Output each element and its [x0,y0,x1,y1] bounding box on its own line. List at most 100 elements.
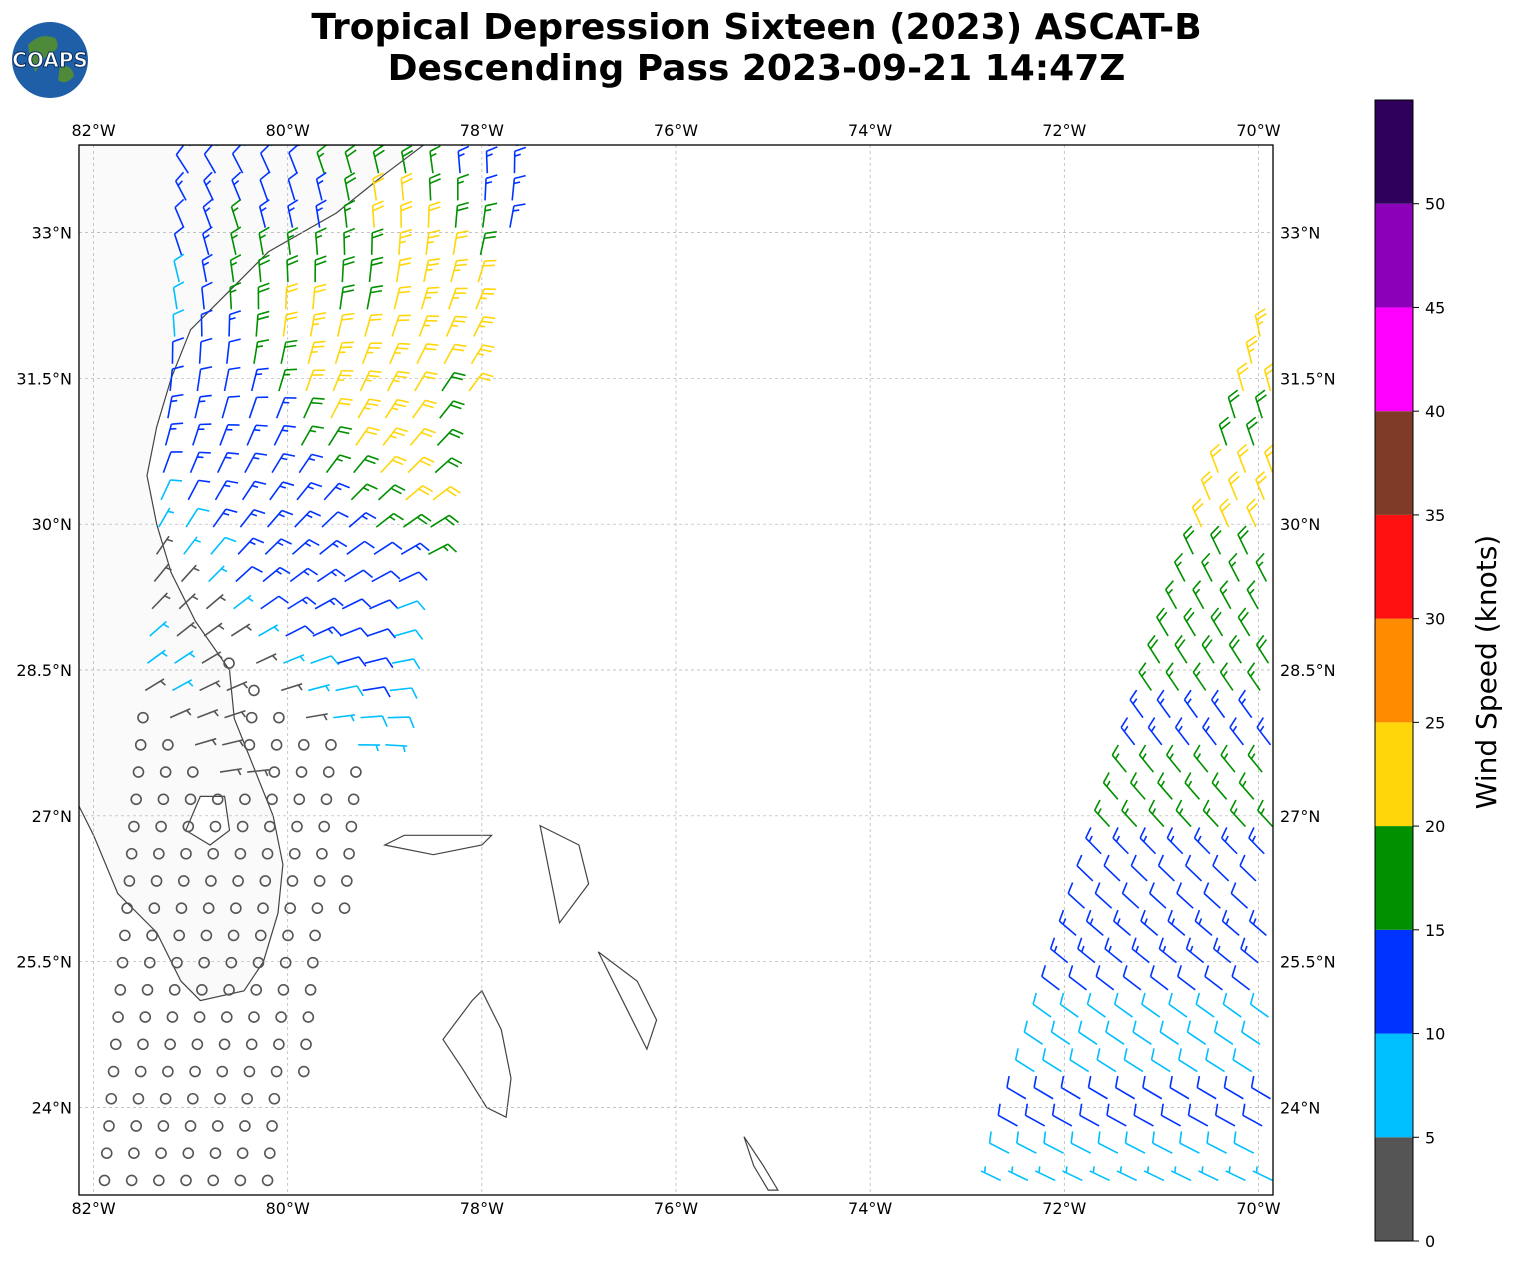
wind-barb [1238,689,1253,719]
wind-barb [1139,827,1157,855]
wind-barb [1049,937,1069,964]
wind-barb [457,173,470,201]
wind-barb [219,424,240,446]
wind-barb [259,875,272,887]
wind-barb [1094,882,1113,909]
wind-barb [1060,1075,1081,1100]
wind-barb [1198,1166,1219,1182]
wind-barb [234,847,247,860]
wind-barb [201,253,213,283]
wind-barb [271,453,296,474]
wind-barb [208,565,228,583]
wind-barb [1220,827,1238,855]
wind-barb [288,847,301,860]
wind-barb [1252,1166,1273,1182]
wind-barb [1077,937,1096,964]
colorbar-segment [1375,100,1413,204]
wind-barb [1148,799,1165,828]
wind-barb [1219,580,1232,610]
wind-barb [416,343,439,365]
wind-barb [205,593,226,610]
wind-barb [1157,772,1173,800]
wind-barb [175,902,188,914]
wind-barb [1138,744,1155,773]
wind-barb [328,425,353,446]
wind-barb [294,510,321,528]
wind-barb [234,1174,247,1187]
wind-barb [210,536,237,555]
wind-barb [1133,1103,1154,1127]
lat-tick-label-right: 28.5°N [1280,661,1336,680]
wind-barb [325,454,352,474]
wind-barb [262,566,291,583]
wind-barb [407,456,435,474]
wind-barb [1102,772,1119,800]
wind-barb [246,424,268,446]
wind-barb [1241,1020,1261,1045]
wind-barb [194,737,217,746]
wind-barb [1210,607,1224,637]
wind-barb [1070,1131,1092,1154]
wind-barb [344,145,357,174]
wind-barb [172,281,185,310]
wind-barb [182,1147,195,1159]
wind-barb [1158,937,1177,964]
lat-tick-label-right: 30°N [1280,515,1320,534]
wind-barb [1232,1048,1253,1073]
wind-barb [1096,1048,1117,1073]
wind-barb [173,253,185,283]
colorbar-tick-label: 20 [1425,817,1445,836]
wind-barb [423,258,440,283]
wind-barb [339,284,355,310]
wind-barb [1211,772,1228,800]
wind-barb [200,929,213,942]
wind-barb [378,484,406,501]
wind-barb [1193,827,1211,855]
wind-barb [239,793,251,806]
wind-barb [309,312,327,337]
wind-barb [1184,854,1203,882]
wind-barb [1087,1075,1108,1100]
lon-tick-label-top: 80°W [266,121,310,140]
wind-barb [230,902,242,914]
wind-barb [243,1065,256,1078]
wind-barb [1230,882,1249,909]
wind-barb [343,199,356,228]
wind-barb [1147,634,1161,664]
wind-barb [245,1038,258,1051]
wind-barb [322,766,335,778]
wind-barb [371,200,384,228]
wind-barb [286,226,299,255]
wind-barb [132,1092,145,1105]
wind-barb [231,145,244,174]
wind-barb [1228,552,1240,582]
wind-barb [1210,689,1226,719]
wind-barb [1218,416,1231,446]
wind-barb [1186,1020,1207,1045]
wind-barb [1255,471,1267,501]
wind-barb [400,145,414,174]
wind-barb [398,571,428,583]
wind-barb [370,228,384,255]
wind-barb [134,739,147,751]
wind-barb [1103,854,1121,882]
lat-tick-label-left: 24°N [32,1099,72,1118]
wind-barb [153,847,165,860]
wind-barb [112,1011,124,1023]
wind-barb [217,452,239,473]
andros-island [442,989,512,1119]
wind-barb [1255,552,1268,582]
wind-barb [205,875,217,887]
wind-barb [268,766,281,778]
wind-barb [1142,1075,1163,1100]
wind-barb [1254,308,1267,337]
wind-barb [255,653,278,664]
wind-barb [430,514,459,528]
wind-barb [287,199,299,228]
wind-barb [207,1174,220,1187]
wind-barb [1121,799,1138,828]
wind-barb [1086,992,1106,1018]
wind-barb [1050,1020,1071,1045]
wind-barb [1122,965,1142,991]
wind-barb [1124,1131,1146,1154]
